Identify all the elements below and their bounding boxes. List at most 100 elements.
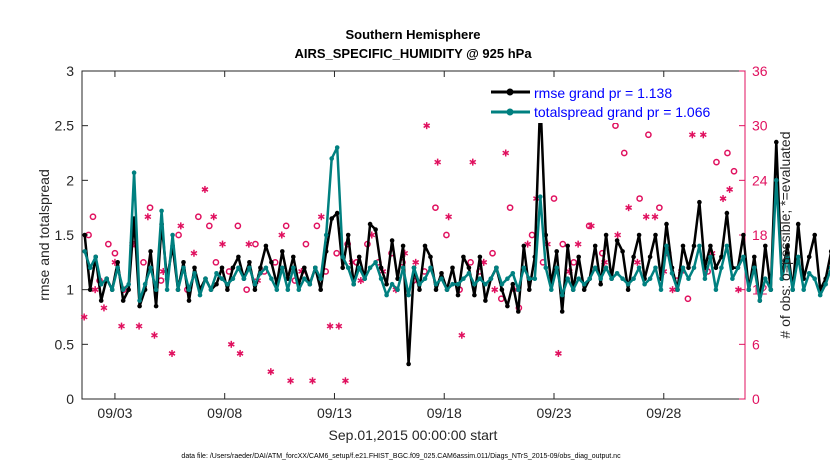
series-rmse-point [806,254,812,260]
x-axis-label: Sep.01,2015 00:00:00 start [329,427,498,443]
series-totalspread-point [433,281,439,287]
x-tick-label: 09/03 [97,405,132,421]
series-totalspread-point [806,271,812,276]
series-totalspread-point [159,208,164,214]
series-rmse-point [126,287,131,293]
series-totalspread-point [395,287,400,293]
series-rmse-point [636,232,642,238]
series-totalspread-point [592,265,598,271]
series-totalspread-point [757,298,763,303]
series-rmse-point [812,232,817,238]
y2-tick-label: 0 [752,391,760,407]
obs-possible-marker [620,149,628,157]
series-totalspread-point [763,276,768,282]
series-rmse-point [82,232,87,238]
y-tick-label: 2.5 [55,118,75,134]
obs-evaluated-marker [469,158,477,166]
y2-tick-label: 6 [752,336,760,352]
series-rmse-point [115,260,120,265]
series-rmse-point [614,238,620,243]
series-rmse-point [280,249,285,254]
series-totalspread-point [192,271,197,276]
series-rmse-point [472,292,477,298]
series-totalspread-point [746,287,752,293]
series-rmse-point [631,254,636,260]
legend-rmse-marker [506,88,514,96]
series-rmse-point [477,254,483,260]
obs-evaluated-marker [458,331,466,339]
series-totalspread-point [450,281,455,287]
obs-possible-marker [205,222,213,230]
obs-possible-marker [243,286,251,294]
obs-evaluated-marker [326,322,334,330]
obs-evaluated-marker [587,222,595,230]
series-totalspread-point [153,287,159,293]
series-totalspread-point [109,287,115,293]
obs-evaluated-marker [201,185,209,193]
series-totalspread-point [164,287,170,293]
series-rmse-point [378,265,384,271]
series-totalspread-point [428,265,433,271]
x-tick-label: 09/18 [427,405,462,421]
obs-possible-marker [506,204,514,212]
obs-evaluated-marker [502,149,510,157]
series-totalspread-point [214,271,219,276]
series-totalspread-point [614,271,620,276]
legend-box [487,83,739,123]
series-totalspread-point [691,265,697,271]
series-totalspread-point [258,271,263,276]
series-rmse-point [592,243,598,249]
obs-evaluated-marker [688,131,696,139]
series-rmse-point [252,287,258,293]
series-totalspread-point [730,276,735,282]
series-totalspread-point [620,276,625,282]
series-totalspread-point [823,281,828,287]
obs-possible-marker [111,249,119,257]
obs-possible-marker [570,258,578,266]
series-rmse-point [450,265,455,271]
obs-possible-marker [212,258,220,266]
series-totalspread-point [323,232,329,238]
series-rmse-point [527,287,532,293]
series-rmse-point [153,303,159,309]
series-rmse-point [752,254,757,260]
series-totalspread-point [653,265,658,271]
series-totalspread-point [636,265,642,271]
series-rmse-point [87,287,93,293]
series-totalspread-point [280,265,285,271]
series-totalspread-point [252,281,258,287]
x-axis-ticks: 09/03 09/08 09/13 09/18 09/23 09/28 [97,71,681,421]
y-tick-label: 0.5 [55,336,75,352]
y2-tick-label: 30 [752,118,768,134]
series-rmse-point [433,287,439,293]
series-totalspread-point [631,276,636,282]
series-rmse-point [680,243,686,249]
legend: rmse grand pr = 1.138 totalspread grand … [487,83,739,123]
obs-evaluated-marker [144,213,152,221]
series-rmse-point [686,265,691,271]
series-rmse-point [576,254,581,260]
series-rmse-point [406,361,411,367]
obs-evaluated-marker [317,213,325,221]
series-rmse-point [763,243,768,249]
series-rmse-point [620,249,625,254]
series-rmse-point [356,254,362,260]
series-rmse-point [559,309,565,314]
series-rmse-point [455,292,461,298]
series-totalspread-point [236,265,241,271]
series-totalspread-point [444,287,450,293]
series-totalspread-point [483,281,488,287]
x-tick-label: 09/08 [207,405,242,421]
series-totalspread-point [576,276,581,282]
obs-evaluated-marker [151,331,158,339]
obs-possible-marker [104,240,112,248]
y-tick-label: 1 [66,282,74,298]
series-totalspread-point [477,276,483,282]
obs-evaluated-marker [412,258,420,266]
series-totalspread-point [494,265,499,271]
series-rmse-point [400,243,406,249]
obs-possible-marker [489,249,496,257]
obs-possible-marker [302,240,310,248]
series-rmse-point [741,232,746,238]
series-totalspread-point [675,287,680,293]
